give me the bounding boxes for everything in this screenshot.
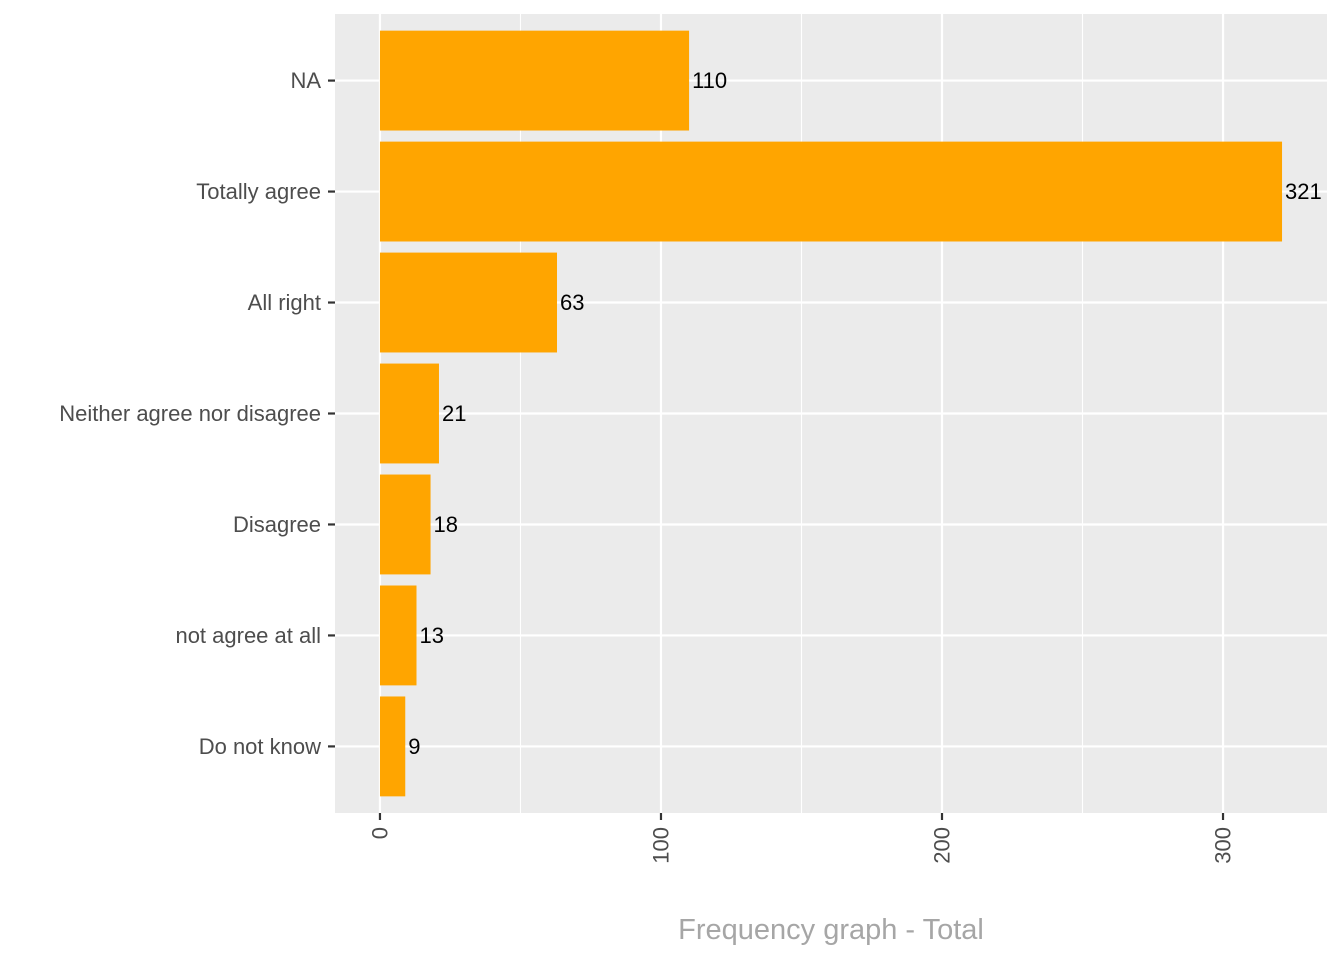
x-axis-title: Frequency graph - Total [678,914,984,946]
data-label: 321 [1285,179,1322,204]
y-tick-label: Do not know [199,734,321,759]
y-tick-label: All right [248,290,321,315]
y-tick-label: Totally agree [196,179,321,204]
data-label: 21 [442,401,466,426]
bar [379,696,406,797]
x-tick-label: 200 [930,827,955,864]
y-tick-label: Neither agree nor disagree [59,401,321,426]
bar [379,363,439,464]
data-label: 18 [434,512,458,537]
bar [379,585,417,686]
x-tick-label: 100 [648,827,673,864]
y-tick-label: Disagree [233,512,321,537]
data-label: 9 [408,734,420,759]
y-tick-label: NA [290,68,321,93]
data-labels: 110 321 63 21 18 13 9 [408,68,1322,759]
x-tick-label: 300 [1211,827,1236,864]
bars [379,30,1283,797]
bar [379,252,558,353]
bar [379,30,690,131]
bar [379,141,1283,242]
x-tick-label: 0 [367,827,392,839]
bar [379,474,431,575]
x-axis: 0 100 200 300 [367,813,1236,864]
y-axis: NA Totally agree All right Neither agree no… [59,68,335,759]
data-label: 13 [419,623,443,648]
y-tick-label: not agree at all [175,623,321,648]
data-label: 110 [692,68,727,93]
data-label: 63 [560,290,584,315]
